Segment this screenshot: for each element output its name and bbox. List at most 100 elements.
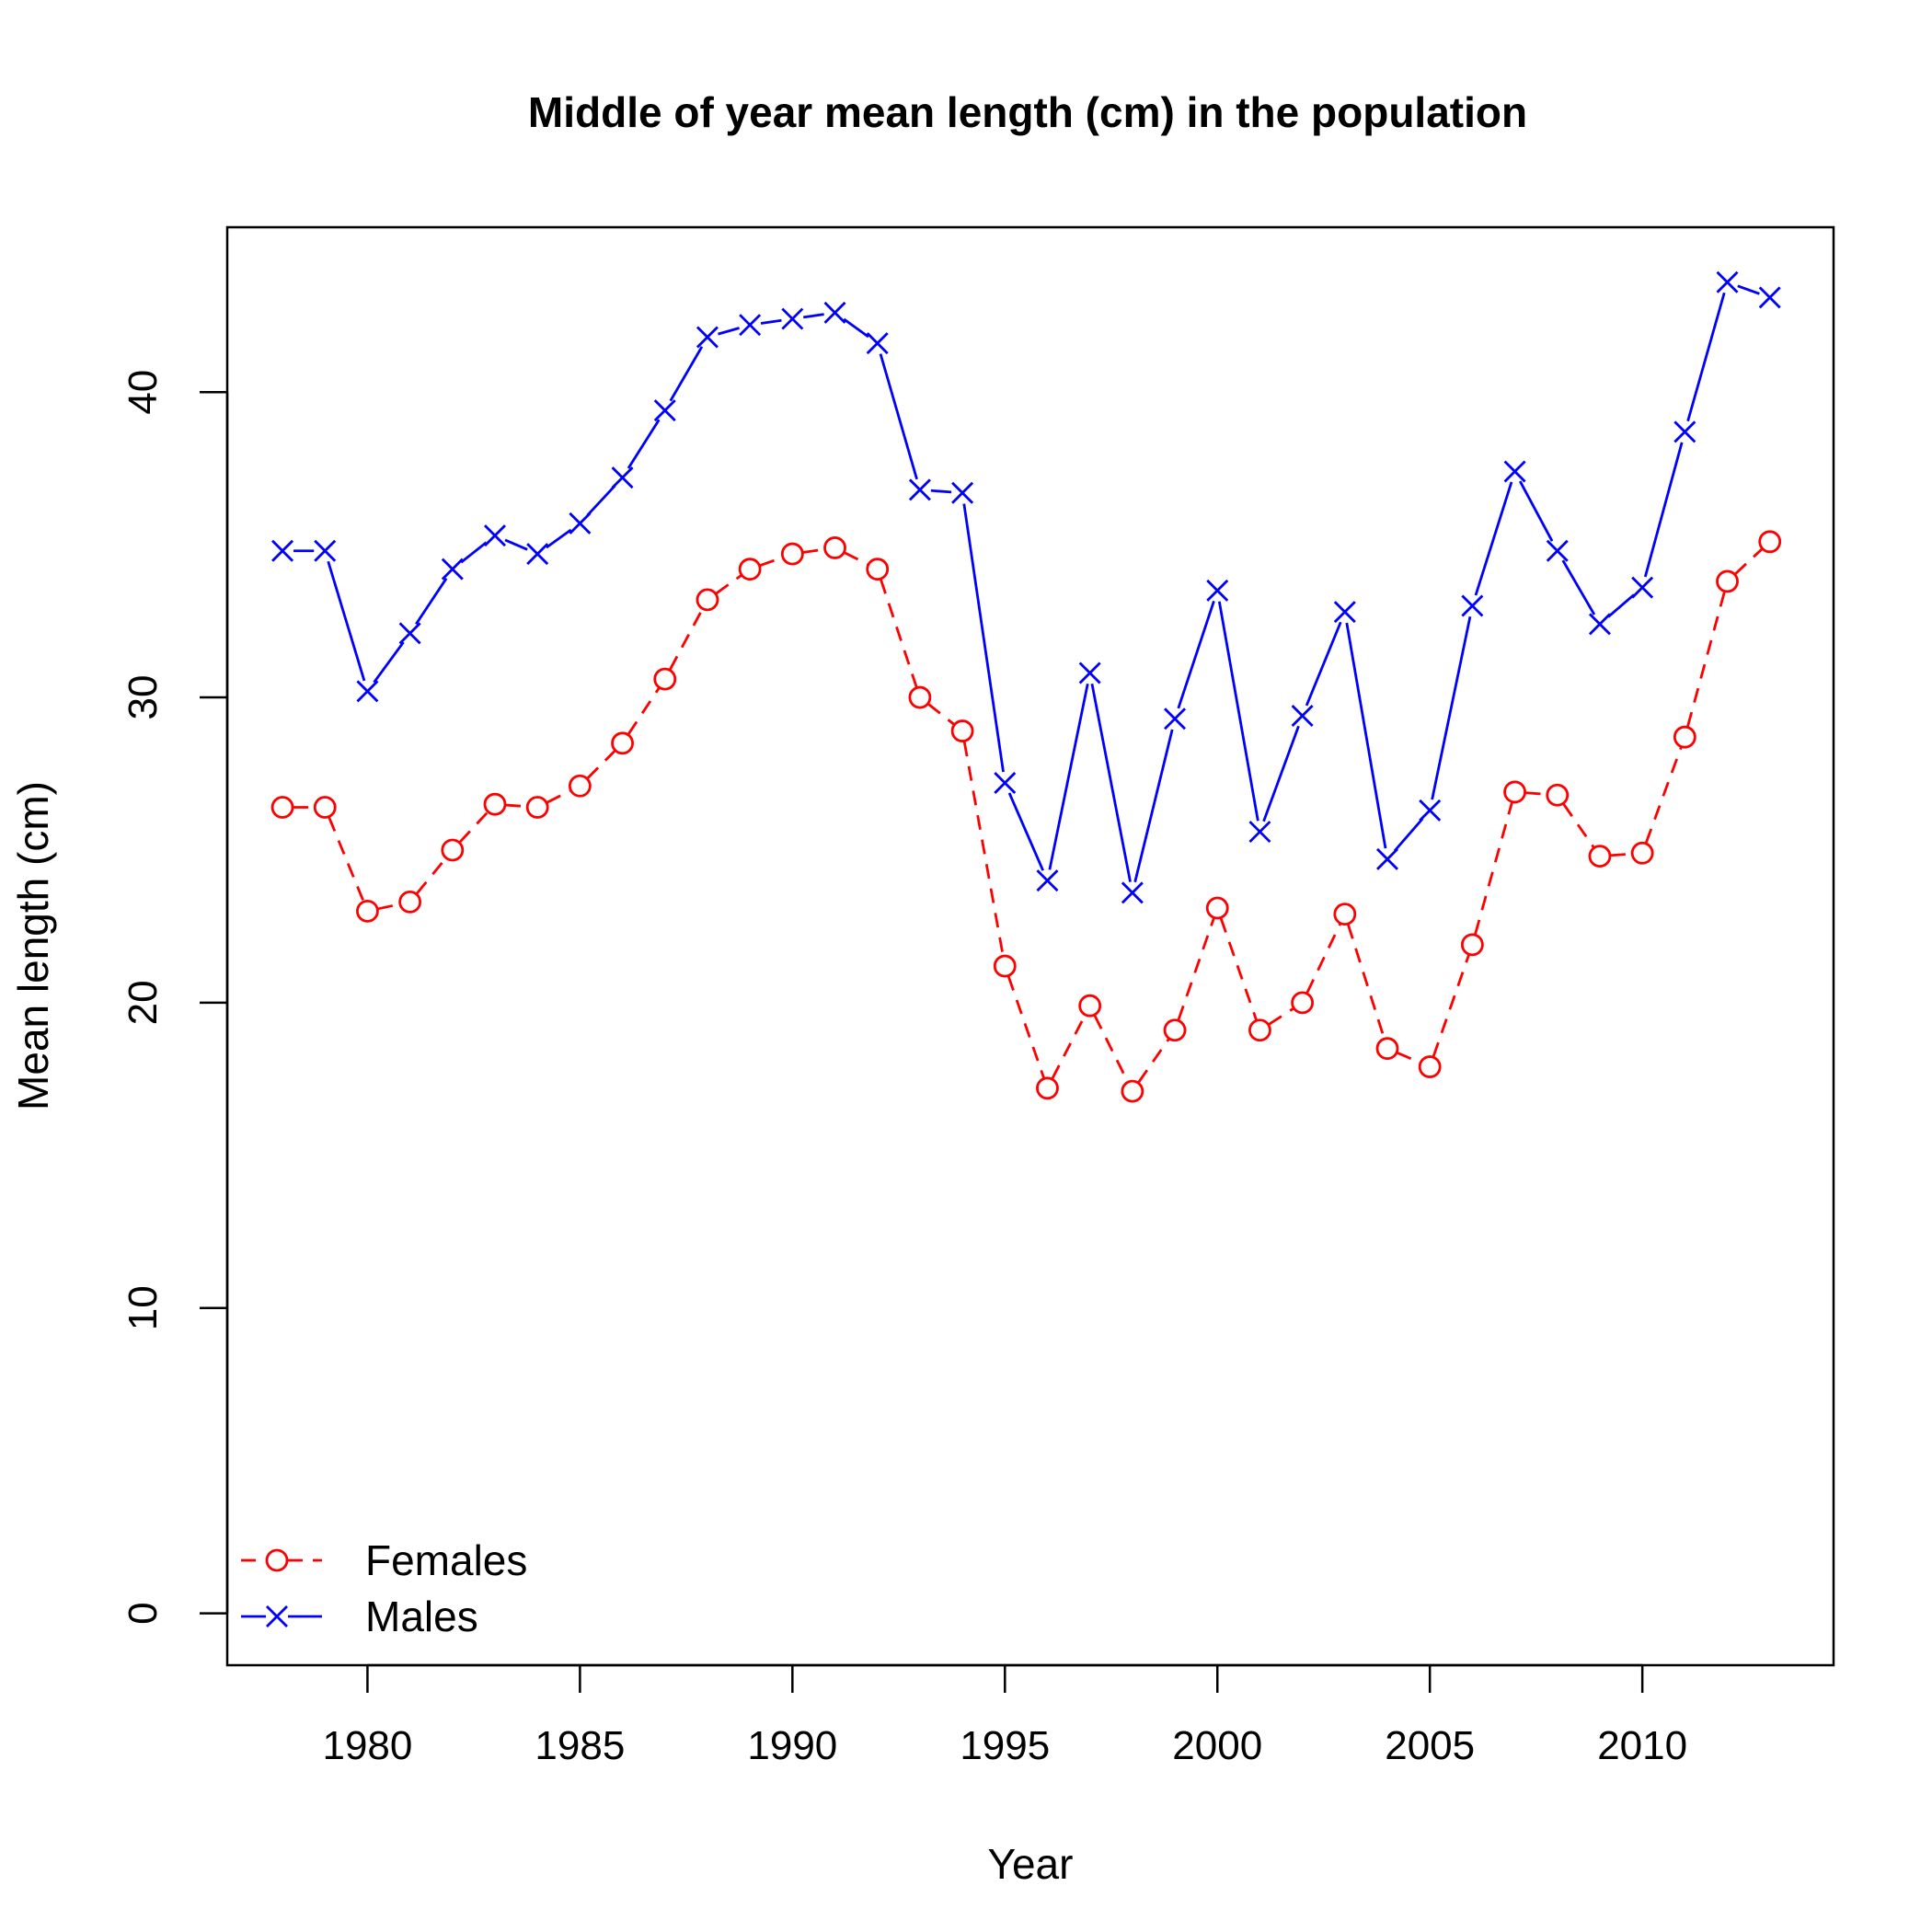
point-females: [908, 685, 932, 709]
point-males: [1461, 594, 1484, 617]
series-males-segment: [843, 317, 869, 339]
series-layer: [270, 270, 1782, 1103]
point-females: [1375, 1037, 1399, 1061]
point-females: [483, 792, 507, 816]
series-males-segment: [930, 489, 952, 494]
y-tick-label: 30: [121, 675, 166, 720]
series-males-segment: [1048, 683, 1089, 870]
series-females-segment: [1137, 1038, 1170, 1084]
series-males-segment: [1474, 481, 1513, 596]
series-females-segment: [328, 817, 365, 902]
point-males: [739, 314, 762, 337]
x-tick-label: 2005: [1385, 1723, 1475, 1768]
point-males: [569, 512, 592, 535]
series-males-segment: [879, 353, 918, 480]
series-males-segment: [1431, 615, 1472, 800]
series-males-segment: [760, 318, 782, 325]
legend-marker-males: [266, 1605, 288, 1627]
y-tick-label: 20: [121, 980, 166, 1025]
point-females: [823, 536, 846, 559]
series-males-segment: [546, 528, 572, 549]
point-females: [780, 542, 804, 566]
point-females: [1333, 903, 1357, 926]
point-males: [951, 481, 974, 504]
point-females: [1418, 1055, 1442, 1078]
series-females-segment: [844, 551, 868, 566]
series-males-segment: [1393, 817, 1424, 852]
point-females: [356, 899, 379, 923]
point-males: [1164, 707, 1187, 730]
series-females-segment: [1347, 924, 1386, 1039]
series-males-segment: [504, 538, 528, 551]
point-males: [1546, 539, 1569, 562]
point-males: [1503, 460, 1526, 483]
series-females-segment: [1610, 852, 1632, 857]
point-males: [1333, 601, 1356, 624]
legend-marker-females: [265, 1548, 289, 1572]
series-females-segment: [715, 574, 742, 594]
series-males-segment: [327, 560, 366, 682]
y-axis-label: Mean length (cm): [9, 781, 57, 1110]
point-females: [1588, 845, 1612, 868]
point-females: [950, 719, 974, 742]
series-males-segment: [1686, 292, 1726, 422]
point-males: [1291, 704, 1314, 727]
point-females: [313, 796, 337, 819]
series-females-segment: [1562, 803, 1595, 848]
point-females: [1546, 783, 1570, 807]
x-tick-label: 2010: [1597, 1723, 1687, 1768]
x-axis: 1980 1985 1990 1995 2000 2005 2010: [322, 1663, 1687, 1768]
x-tick-label: 1995: [960, 1723, 1050, 1768]
point-females: [738, 558, 762, 581]
point-males: [441, 558, 464, 581]
point-females: [1758, 530, 1782, 554]
series-females-segment: [669, 608, 704, 671]
series-males-segment: [1305, 621, 1342, 707]
point-females: [611, 731, 634, 755]
chart-title: Middle of year mean length (cm) in the p…: [528, 88, 1527, 136]
series-females-segment: [416, 857, 447, 894]
point-males: [1206, 579, 1229, 602]
legend-label-males: Males: [365, 1593, 478, 1640]
point-males: [1121, 881, 1144, 904]
series-females-segment: [1644, 746, 1683, 844]
point-males: [1588, 613, 1611, 636]
point-females: [1078, 994, 1102, 1018]
point-females: [441, 838, 465, 862]
series-males-segment: [669, 346, 704, 402]
point-males: [526, 543, 549, 566]
point-males: [314, 539, 337, 562]
point-males: [356, 680, 379, 703]
series-females-segment: [803, 547, 824, 554]
series-females-segment: [627, 687, 661, 735]
point-males: [653, 399, 676, 422]
series-females-segment: [1734, 547, 1763, 575]
x-axis-label: Year: [988, 1840, 1074, 1888]
series-females-segment: [1268, 1007, 1294, 1026]
series-females-segment: [1305, 923, 1341, 994]
series-males-segment: [1133, 729, 1174, 883]
point-males: [484, 524, 506, 547]
plot-frame: [225, 225, 1835, 1667]
point-females: [1205, 896, 1229, 920]
series-males-segment: [1561, 559, 1596, 615]
series-males-segment: [1643, 442, 1684, 578]
x-tick-label: 1985: [535, 1723, 625, 1768]
point-males: [908, 478, 931, 501]
point-females: [1121, 1079, 1144, 1103]
series-males-segment: [586, 484, 616, 517]
series-males-segment: [373, 641, 405, 684]
series-females-segment: [962, 742, 1005, 956]
series-females-segment: [927, 703, 955, 726]
series-females-segment: [505, 803, 527, 809]
series-males-segment: [962, 503, 1005, 773]
legend-label-females: Females: [365, 1536, 527, 1584]
point-males: [1376, 847, 1398, 870]
series-females-segment: [1219, 917, 1258, 1020]
series-females-segment: [546, 789, 571, 804]
point-males: [1716, 270, 1739, 293]
point-females: [1630, 841, 1654, 865]
point-females: [398, 890, 422, 914]
point-females: [866, 558, 890, 581]
